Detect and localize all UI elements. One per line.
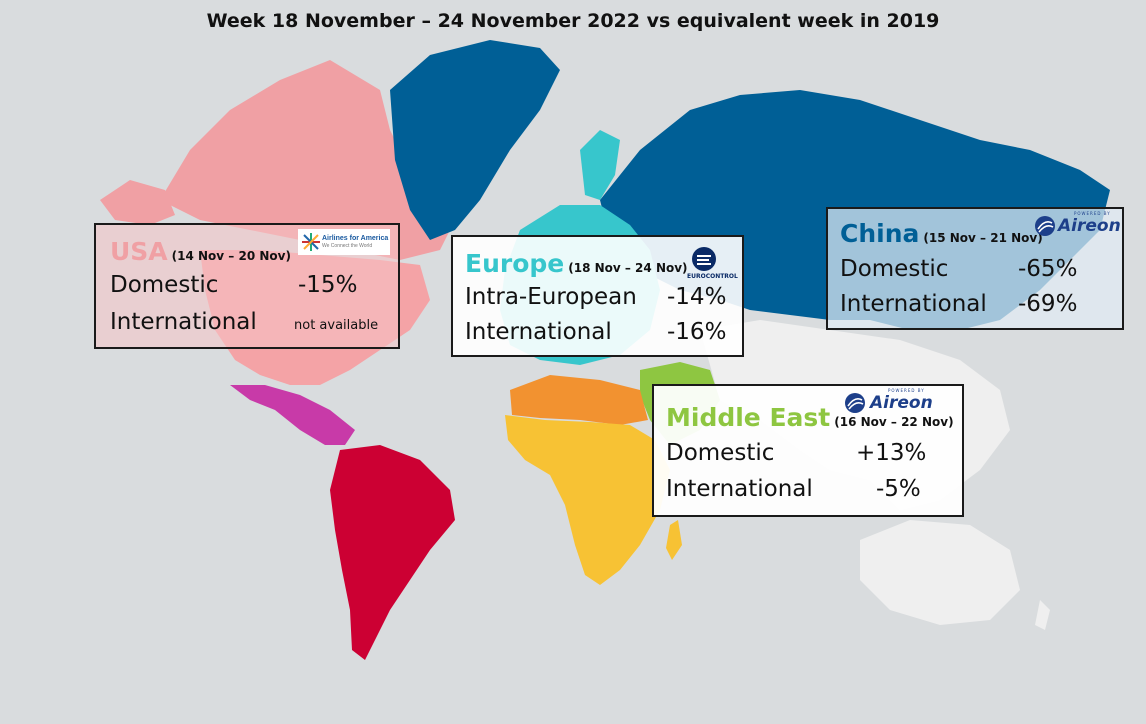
panel-usa-header: USA (14 Nov – 20 Nov) (110, 237, 291, 266)
region-africa (505, 415, 670, 585)
page-title: Week 18 November – 24 November 2022 vs e… (206, 10, 940, 32)
region-alaska (100, 180, 175, 225)
panel-mideast-row-label-0: Domestic (666, 440, 775, 466)
eurocontrol-logo: EUROCONTROL (687, 245, 738, 285)
panel-mideast-period: (16 Nov – 22 Nov) (834, 415, 954, 429)
panel-china-row-value-1: -69% (1018, 291, 1078, 317)
panel-china-region: China (840, 219, 920, 248)
panel-usa-row-value-1: not available (294, 318, 379, 333)
aireon-globe-icon (845, 393, 865, 413)
panel-china-header: China (15 Nov – 21 Nov) (840, 219, 1043, 248)
region-madagascar (666, 520, 682, 560)
panel-europe-row-value-1: -16% (667, 319, 727, 345)
a4a-logo-name: Airlines for America (322, 235, 389, 242)
panel-europe-region: Europe (465, 249, 565, 278)
panel-china-row-label-1: International (840, 291, 987, 317)
aireon-name: Aireon (1058, 216, 1121, 236)
region-central-america (230, 385, 355, 445)
panel-china: China (15 Nov – 21 Nov) Domestic -65% Int… (826, 207, 1124, 330)
panel-middle-east: Middle East (16 Nov – 22 Nov) Domestic +1… (652, 384, 964, 517)
panel-europe-row-label-1: International (465, 319, 612, 345)
aireon-powered-by: POWERED BY (888, 388, 925, 393)
region-greenland (390, 40, 560, 240)
panel-mideast-row-label-1: International (666, 476, 813, 502)
panel-usa-period: (14 Nov – 20 Nov) (171, 249, 291, 263)
region-new-zealand (1035, 600, 1050, 630)
panel-china-row-label-0: Domestic (840, 256, 949, 282)
panel-usa-region: USA (110, 237, 168, 266)
region-australia (860, 520, 1020, 625)
panel-mideast-header: Middle East (16 Nov – 22 Nov) (666, 403, 954, 432)
a4a-star-icon (302, 233, 320, 251)
region-south-america (330, 445, 455, 660)
region-canada (160, 60, 450, 260)
aireon-logo: POWERED BY Aireon (842, 388, 934, 416)
aireon-logo: POWERED BY Aireon (1034, 211, 1121, 239)
region-north-africa (510, 375, 648, 425)
panel-usa-row-label-0: Domestic (110, 272, 219, 298)
panel-europe-row-label-0: Intra-European (465, 284, 637, 310)
panel-mideast-region: Middle East (666, 403, 831, 432)
airlines-for-america-logo: Airlines for America We Connect the Worl… (298, 229, 390, 255)
panel-europe-period: (18 Nov – 24 Nov) (568, 261, 688, 275)
panel-mideast-row-value-1: -5% (876, 476, 921, 502)
panel-mideast-row-value-0: +13% (856, 440, 927, 466)
panel-usa-row-value-0: -15% (298, 272, 358, 298)
aireon-name: Aireon (870, 393, 933, 413)
aireon-globe-icon (1035, 216, 1055, 236)
panel-china-row-value-0: -65% (1018, 256, 1078, 282)
aireon-powered-by: POWERED BY (1074, 211, 1111, 216)
panel-usa-row-label-1: International (110, 309, 257, 335)
region-scandinavia (580, 130, 620, 200)
panel-europe-header: Europe (18 Nov – 24 Nov) (465, 249, 688, 278)
eurocontrol-icon (692, 247, 716, 271)
panel-usa: USA (14 Nov – 20 Nov) Domestic -15% Inter… (94, 223, 400, 349)
panel-europe: Europe (18 Nov – 24 Nov) Intra-European -… (451, 235, 744, 357)
eurocontrol-logo-name: EUROCONTROL (687, 273, 738, 280)
panel-europe-row-value-0: -14% (667, 284, 727, 310)
panel-china-period: (15 Nov – 21 Nov) (923, 231, 1043, 245)
a4a-logo-tagline: We Connect the World (322, 243, 373, 249)
